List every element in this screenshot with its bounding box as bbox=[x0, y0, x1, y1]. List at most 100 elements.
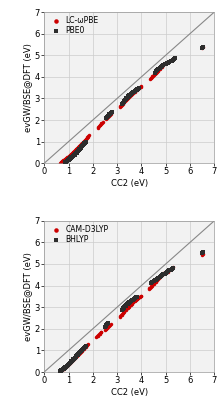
PBE0 bbox=[76, 148, 80, 154]
BHLYP bbox=[128, 298, 132, 305]
BHLYP bbox=[64, 363, 68, 370]
LC-ωPBE bbox=[64, 155, 68, 161]
LC-ωPBE bbox=[121, 101, 124, 107]
LC-ωPBE bbox=[138, 84, 141, 91]
PBE0 bbox=[73, 152, 76, 158]
CAM-D3LYP bbox=[83, 344, 87, 350]
CAM-D3LYP bbox=[64, 363, 68, 370]
CAM-D3LYP bbox=[162, 270, 165, 276]
PBE0 bbox=[72, 152, 75, 159]
LC-ωPBE bbox=[124, 97, 128, 104]
CAM-D3LYP bbox=[75, 352, 79, 359]
CAM-D3LYP bbox=[155, 277, 158, 284]
PBE0 bbox=[81, 142, 84, 149]
LC-ωPBE bbox=[153, 71, 156, 77]
CAM-D3LYP bbox=[129, 301, 133, 307]
CAM-D3LYP bbox=[125, 305, 129, 312]
PBE0 bbox=[79, 144, 83, 150]
LC-ωPBE bbox=[99, 121, 103, 127]
LC-ωPBE bbox=[107, 113, 110, 119]
CAM-D3LYP bbox=[166, 268, 170, 275]
CAM-D3LYP bbox=[161, 271, 165, 277]
PBE0 bbox=[126, 93, 130, 100]
Y-axis label: evGW/BSE@DFT (eV): evGW/BSE@DFT (eV) bbox=[23, 43, 32, 132]
CAM-D3LYP bbox=[132, 298, 135, 305]
LC-ωPBE bbox=[128, 93, 132, 99]
PBE0 bbox=[110, 109, 114, 115]
PBE0 bbox=[137, 85, 140, 92]
LC-ωPBE bbox=[100, 120, 103, 126]
CAM-D3LYP bbox=[60, 367, 64, 373]
LC-ωPBE bbox=[137, 85, 141, 91]
BHLYP bbox=[69, 359, 73, 365]
LC-ωPBE bbox=[202, 43, 205, 50]
PBE0 bbox=[75, 149, 79, 155]
LC-ωPBE bbox=[151, 72, 155, 79]
LC-ωPBE bbox=[139, 84, 143, 90]
LC-ωPBE bbox=[67, 153, 70, 159]
CAM-D3LYP bbox=[58, 368, 62, 374]
PBE0 bbox=[159, 64, 163, 70]
CAM-D3LYP bbox=[200, 252, 204, 258]
CAM-D3LYP bbox=[67, 360, 71, 367]
PBE0 bbox=[109, 110, 113, 116]
LC-ωPBE bbox=[159, 64, 163, 70]
PBE0 bbox=[107, 112, 110, 118]
BHLYP bbox=[202, 249, 205, 255]
CAM-D3LYP bbox=[152, 280, 155, 287]
LC-ωPBE bbox=[79, 141, 83, 147]
PBE0 bbox=[84, 139, 87, 145]
BHLYP bbox=[66, 362, 70, 368]
LC-ωPBE bbox=[59, 159, 63, 165]
PBE0 bbox=[81, 142, 85, 148]
CAM-D3LYP bbox=[65, 363, 68, 369]
LC-ωPBE bbox=[149, 75, 152, 82]
LC-ωPBE bbox=[69, 152, 72, 158]
PBE0 bbox=[105, 114, 109, 120]
LC-ωPBE bbox=[60, 158, 64, 164]
BHLYP bbox=[129, 298, 133, 304]
BHLYP bbox=[59, 367, 63, 374]
PBE0 bbox=[74, 150, 78, 156]
LC-ωPBE bbox=[96, 124, 99, 131]
BHLYP bbox=[154, 276, 158, 283]
CAM-D3LYP bbox=[79, 348, 83, 354]
CAM-D3LYP bbox=[138, 294, 141, 300]
LC-ωPBE bbox=[62, 157, 65, 163]
PBE0 bbox=[166, 60, 170, 66]
LC-ωPBE bbox=[157, 67, 160, 73]
BHLYP bbox=[125, 301, 129, 308]
BHLYP bbox=[129, 298, 132, 304]
LC-ωPBE bbox=[128, 93, 131, 100]
LC-ωPBE bbox=[158, 66, 162, 72]
BHLYP bbox=[67, 361, 71, 367]
LC-ωPBE bbox=[78, 142, 82, 148]
LC-ωPBE bbox=[166, 59, 170, 65]
PBE0 bbox=[82, 141, 85, 148]
CAM-D3LYP bbox=[78, 350, 81, 356]
BHLYP bbox=[126, 300, 130, 306]
BHLYP bbox=[105, 321, 109, 328]
BHLYP bbox=[73, 355, 76, 361]
CAM-D3LYP bbox=[126, 304, 130, 310]
PBE0 bbox=[72, 152, 76, 158]
LC-ωPBE bbox=[157, 66, 161, 72]
PBE0 bbox=[126, 94, 129, 100]
LC-ωPBE bbox=[72, 149, 75, 155]
PBE0 bbox=[83, 140, 86, 146]
PBE0 bbox=[105, 115, 108, 121]
LC-ωPBE bbox=[83, 137, 87, 143]
LC-ωPBE bbox=[109, 111, 112, 117]
LC-ωPBE bbox=[139, 84, 142, 90]
LC-ωPBE bbox=[78, 142, 81, 149]
BHLYP bbox=[82, 345, 85, 352]
CAM-D3LYP bbox=[108, 322, 111, 328]
CAM-D3LYP bbox=[156, 276, 160, 282]
LC-ωPBE bbox=[134, 88, 137, 94]
CAM-D3LYP bbox=[140, 292, 143, 299]
PBE0 bbox=[170, 58, 174, 64]
LC-ωPBE bbox=[135, 86, 139, 92]
PBE0 bbox=[125, 94, 129, 101]
CAM-D3LYP bbox=[137, 294, 141, 301]
BHLYP bbox=[79, 348, 82, 355]
